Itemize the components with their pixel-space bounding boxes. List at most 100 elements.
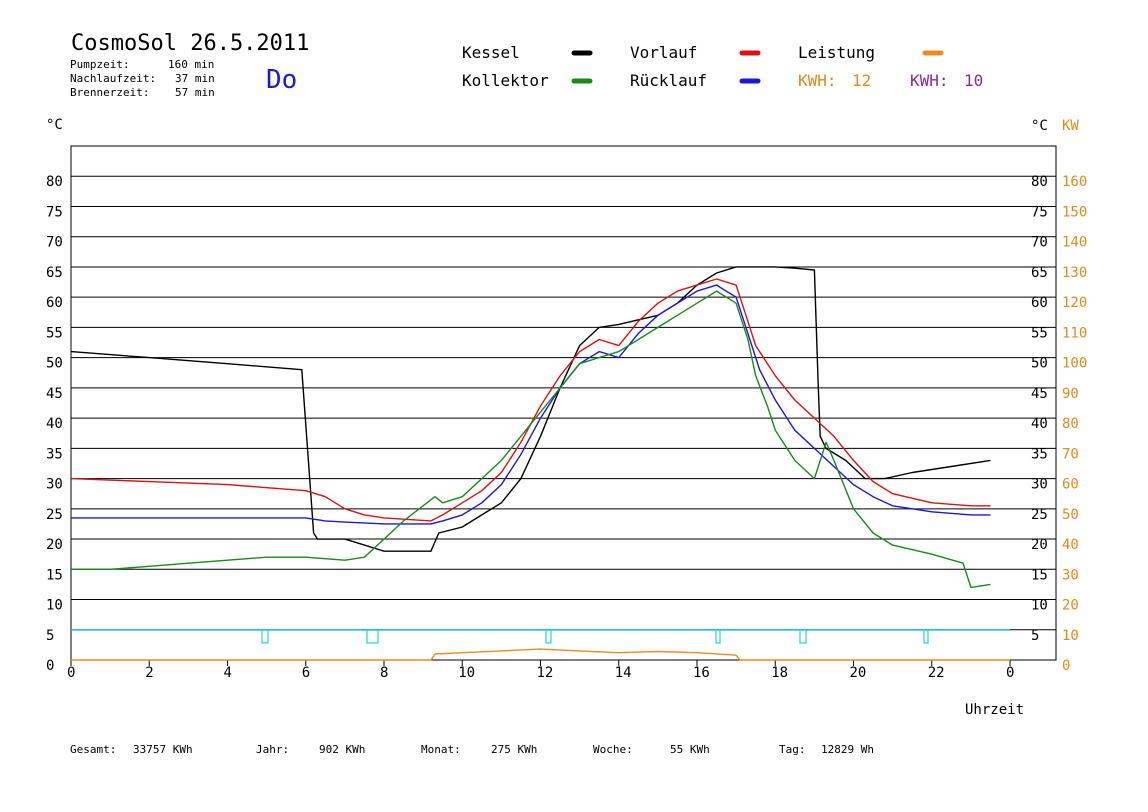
- kwh-purple-label: KWH:: [910, 71, 949, 90]
- kwh-orange-label: KWH:: [798, 71, 837, 90]
- x-tick-label: 4: [224, 665, 232, 681]
- y-right-tick-label: 25: [1031, 507, 1048, 523]
- y-right-tick-label: 30: [1031, 477, 1048, 493]
- x-tick-label: 8: [380, 665, 388, 681]
- stat-label: Nachlaufzeit:: [70, 72, 156, 85]
- y-tick-label: 15: [46, 567, 63, 583]
- footer-value: 275 KWh: [491, 743, 537, 756]
- y-right-tick-label: 60: [1031, 295, 1048, 311]
- day-label: Do: [266, 65, 297, 95]
- pump-marker: [799, 629, 807, 644]
- y-right-tick-label: 5: [1031, 628, 1039, 644]
- stats-block: Pumpzeit: 160 min Nachlaufzeit: 37 min B…: [70, 58, 215, 99]
- kw-tick-label: 110: [1062, 325, 1087, 341]
- x-tick-label: 0: [1006, 665, 1014, 681]
- x-tick-label: 22: [928, 665, 945, 681]
- y-tick-label: 55: [46, 325, 63, 341]
- legend-label-ruecklauf: Rücklauf: [630, 71, 707, 90]
- x-tick-label: 10: [458, 665, 475, 681]
- y-tick-label: 40: [46, 416, 63, 432]
- x-tick-label: 12: [537, 665, 554, 681]
- footer-label: Gesamt:: [70, 743, 116, 756]
- kw-tick-label: 70: [1062, 446, 1079, 462]
- y-right-tick-label: 75: [1031, 204, 1048, 220]
- stat-value: 160 min: [168, 58, 214, 71]
- chart-title: CosmoSol 26.5.2011: [71, 31, 309, 56]
- left-unit: °C: [46, 117, 63, 133]
- x-tick-label: 0: [67, 665, 75, 681]
- kw-tick-label: 140: [1062, 235, 1087, 251]
- y-tick-label: 80: [46, 174, 63, 190]
- kw-tick-label: 100: [1062, 356, 1087, 372]
- kw-tick-label: 10: [1062, 628, 1079, 644]
- pump-marker: [261, 629, 269, 644]
- x-tick-label: 2: [145, 665, 153, 681]
- left-tick-labels: 0 5 10 15 20 25 30 35 40 45 50 55 60 65 70 75 80: [46, 174, 63, 674]
- kw-tick-label: 130: [1062, 265, 1087, 281]
- pump-marker: [923, 629, 929, 644]
- footer-label: Monat:: [421, 743, 461, 756]
- kw-tick-label: 60: [1062, 477, 1079, 493]
- series-line-rcklauf: [71, 284, 991, 525]
- y-right-tick-label: 15: [1031, 567, 1048, 583]
- x-tick-label: 18: [771, 665, 788, 681]
- right-unit: °C: [1031, 118, 1048, 134]
- legend-label-kollektor: Kollektor: [462, 71, 549, 90]
- footer: Gesamt: 33757 KWh Jahr: 902 KWh Monat: 2…: [70, 743, 874, 756]
- kw-tick-label: 150: [1062, 204, 1087, 220]
- y-tick-label: 75: [46, 204, 63, 220]
- y-tick-label: 20: [46, 537, 63, 553]
- right-tick-labels: 5 10 15 20 25 30 35 40 45 50 55 60 65 70 75 80: [1031, 174, 1048, 644]
- y-tick-label: 35: [46, 446, 63, 462]
- right-unit-kw: KW: [1062, 118, 1079, 134]
- kw-tick-label: 40: [1062, 537, 1079, 553]
- y-tick-label: 70: [46, 235, 63, 251]
- x-tick-label: 6: [302, 665, 310, 681]
- kw-tick-label: 90: [1062, 386, 1079, 402]
- y-right-tick-label: 65: [1031, 265, 1048, 281]
- y-tick-label: 60: [46, 295, 63, 311]
- kwh-orange-value: 12: [852, 71, 871, 90]
- pump-marker: [715, 629, 721, 644]
- footer-value: 33757 KWh: [133, 743, 193, 756]
- y-tick-label: 25: [46, 507, 63, 523]
- legend-label-kessel: Kessel: [462, 43, 520, 62]
- footer-value: 902 KWh: [319, 743, 365, 756]
- x-tick-label: 20: [850, 665, 867, 681]
- x-tick-label: 16: [693, 665, 710, 681]
- footer-label: Jahr:: [256, 743, 289, 756]
- grid: [70, 145, 1057, 661]
- footer-label: Woche:: [593, 743, 633, 756]
- kw-tick-label: 120: [1062, 295, 1087, 311]
- y-tick-label: 50: [46, 356, 63, 372]
- y-right-tick-label: 10: [1031, 598, 1048, 614]
- y-right-tick-label: 45: [1031, 386, 1048, 402]
- kw-tick-label: 80: [1062, 416, 1079, 432]
- legend: Kessel Vorlauf Leistung Kollektor Rückla…: [462, 43, 983, 90]
- stat-value: 57 min: [175, 86, 215, 99]
- footer-value: 55 KWh: [670, 743, 710, 756]
- plot-frame: [70, 145, 1057, 661]
- y-tick-label: 10: [46, 598, 63, 614]
- legend-label-leistung: Leistung: [798, 43, 875, 62]
- pump-markers: [71, 629, 1010, 644]
- kw-tick-label: 20: [1062, 598, 1079, 614]
- footer-label: Tag:: [779, 743, 806, 756]
- x-tick-label: 14: [615, 665, 632, 681]
- stat-label: Brennerzeit:: [70, 86, 149, 99]
- y-tick-label: 0: [46, 658, 54, 674]
- stat-label: Pumpzeit:: [70, 58, 130, 71]
- stat-value: 37 min: [175, 72, 215, 85]
- series-lines: [70, 266, 1010, 661]
- x-tick-labels: 0 2 4 6 8 10 12 14 16 18 20 22 0: [67, 660, 1014, 681]
- y-right-tick-label: 35: [1031, 446, 1048, 462]
- y-right-tick-label: 55: [1031, 325, 1048, 341]
- pump-marker: [366, 629, 379, 644]
- kw-tick-label: 160: [1062, 174, 1087, 190]
- x-axis-label: Uhrzeit: [965, 702, 1024, 718]
- y-right-tick-label: 40: [1031, 416, 1048, 432]
- series-line-kollektor: [71, 290, 991, 589]
- y-tick-label: 65: [46, 265, 63, 281]
- series-line-leistung: [71, 648, 1010, 661]
